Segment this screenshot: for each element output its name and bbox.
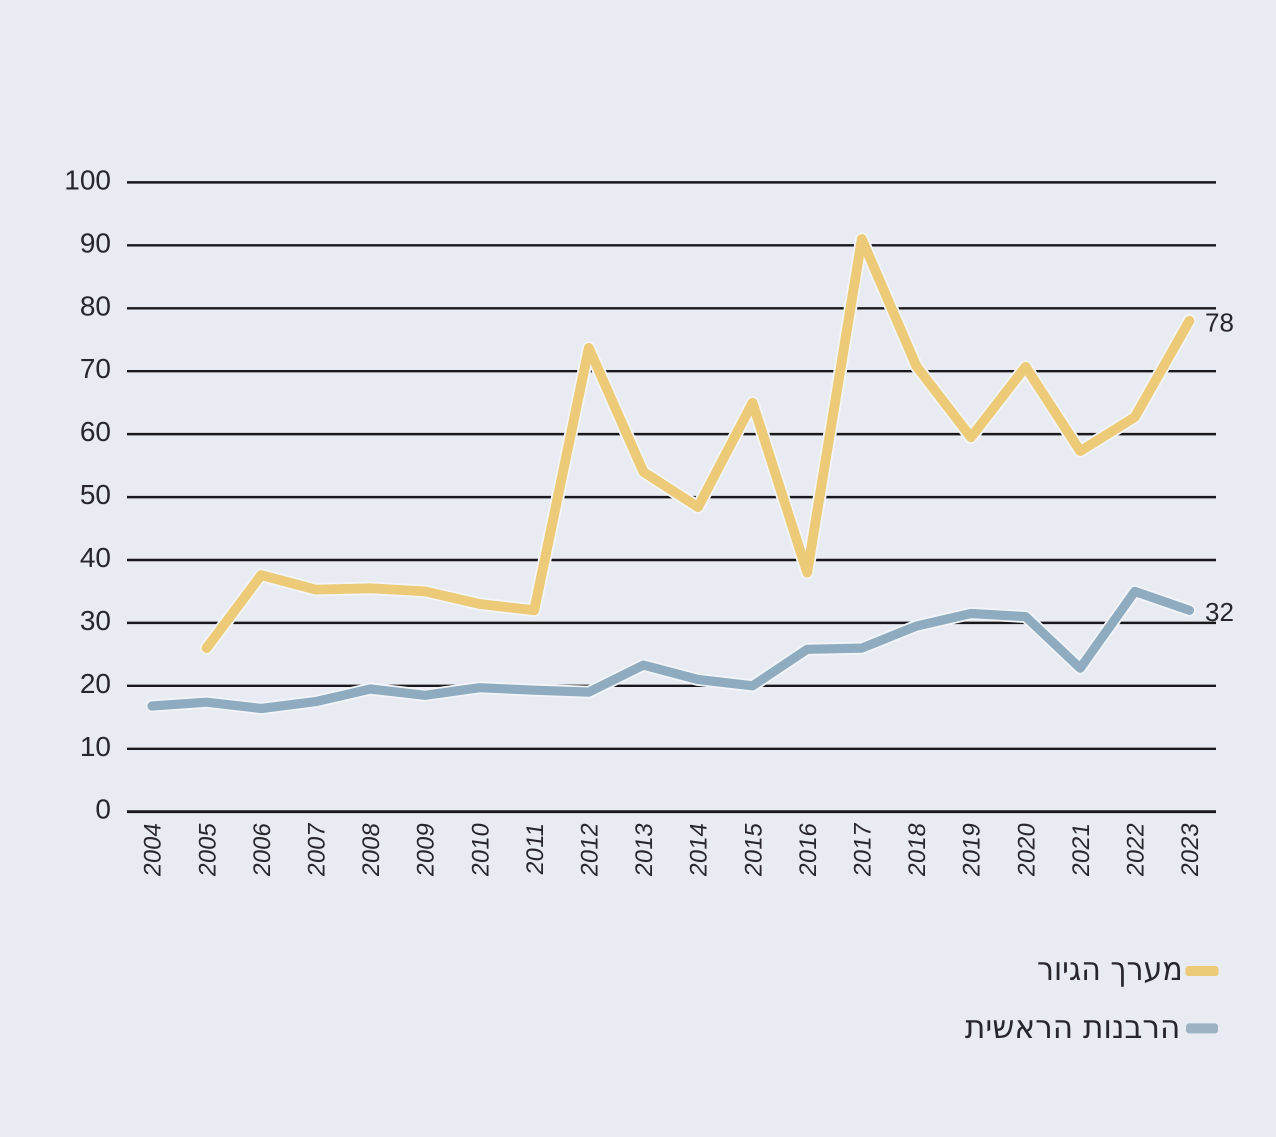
svg-text:50: 50 — [80, 479, 111, 510]
svg-text:2021: 2021 — [1068, 821, 1095, 878]
svg-text:10: 10 — [80, 731, 111, 762]
svg-text:2023: 2023 — [1177, 821, 1204, 878]
svg-text:20: 20 — [80, 668, 111, 699]
svg-text:40: 40 — [80, 542, 111, 573]
svg-text:2005: 2005 — [194, 821, 221, 878]
svg-text:2006: 2006 — [249, 821, 276, 878]
svg-text:2011: 2011 — [522, 821, 549, 876]
svg-text:2004: 2004 — [140, 821, 167, 878]
svg-text:2018: 2018 — [904, 821, 931, 878]
svg-text:32: 32 — [1205, 597, 1234, 627]
svg-text:2014: 2014 — [686, 821, 713, 878]
svg-text:0: 0 — [95, 794, 111, 825]
svg-text:30: 30 — [80, 605, 111, 636]
svg-text:2022: 2022 — [1123, 821, 1150, 878]
svg-text:2009: 2009 — [413, 821, 440, 878]
svg-text:2020: 2020 — [1013, 821, 1040, 878]
svg-text:2007: 2007 — [304, 821, 331, 878]
svg-text:60: 60 — [80, 416, 111, 447]
svg-text:2010: 2010 — [467, 821, 494, 878]
svg-text:2015: 2015 — [740, 821, 767, 878]
svg-text:2016: 2016 — [795, 821, 822, 878]
svg-text:80: 80 — [80, 290, 111, 321]
svg-text:78: 78 — [1205, 308, 1234, 338]
svg-text:90: 90 — [80, 227, 111, 258]
svg-text:2017: 2017 — [850, 821, 877, 878]
svg-text:100: 100 — [64, 164, 111, 195]
svg-text:2013: 2013 — [631, 821, 658, 878]
svg-text:2008: 2008 — [358, 821, 385, 878]
svg-text:2019: 2019 — [959, 821, 986, 878]
svg-text:70: 70 — [80, 353, 111, 384]
svg-text:2012: 2012 — [577, 821, 604, 878]
